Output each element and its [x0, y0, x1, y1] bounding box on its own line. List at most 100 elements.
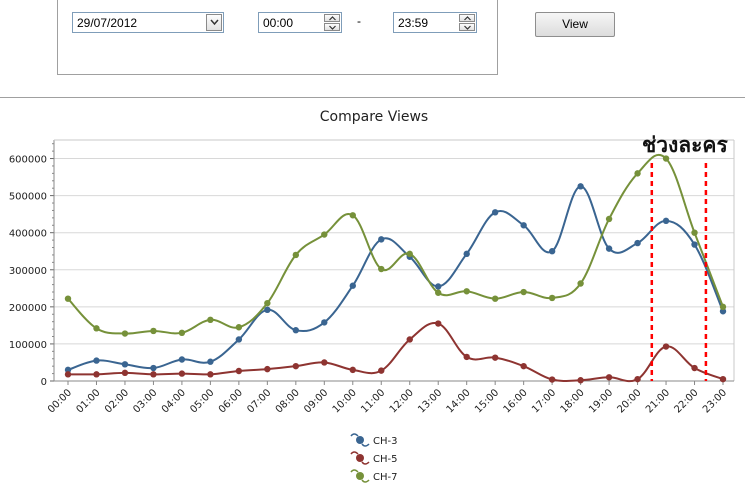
data-point: [264, 306, 271, 314]
compare-views-chart: Compare Views 0 100000 200000 300000 400000 5…: [9, 109, 735, 483]
legend-swatch: [356, 454, 364, 462]
data-point: [548, 248, 556, 255]
data-point: [577, 280, 584, 287]
start-time-value[interactable]: 00:00: [263, 16, 294, 30]
data-point: [520, 288, 527, 296]
x-tick-label: 22:00: [672, 387, 700, 415]
data-point: [235, 324, 243, 331]
y-tick-label: 500000: [9, 192, 47, 203]
data-point: [235, 336, 243, 343]
chart-gridlines: [54, 158, 734, 345]
legend-swatch-line: [361, 443, 370, 447]
chevron-down-icon: [210, 19, 219, 26]
chart-title: Compare Views: [320, 109, 428, 125]
legend-swatch-line: [350, 469, 359, 473]
data-point: [121, 330, 129, 337]
caret-down-icon: [464, 25, 471, 30]
legend-label: CH-5: [373, 454, 397, 465]
data-point: [691, 229, 698, 236]
data-point: [634, 170, 641, 177]
data-point: [491, 354, 499, 361]
start-time-up-button[interactable]: [324, 14, 340, 22]
data-point: [207, 358, 214, 365]
x-tick-label: 03:00: [131, 387, 159, 415]
start-time-field[interactable]: 00:00: [258, 12, 342, 33]
end-time-field[interactable]: 23:59: [393, 12, 477, 33]
chart-legend: CH-3 CH-5 CH-7: [350, 433, 397, 483]
data-point: [264, 299, 271, 307]
data-point: [349, 282, 356, 289]
data-point: [691, 364, 698, 372]
data-point: [634, 375, 641, 383]
x-tick-label: 07:00: [245, 387, 273, 415]
x-tick-label: 00:00: [46, 387, 74, 415]
x-tick-label: 11:00: [359, 387, 387, 415]
caret-down-icon: [329, 25, 336, 30]
date-picker[interactable]: 29/07/2012: [72, 12, 224, 33]
data-point: [64, 366, 72, 374]
date-dropdown-button[interactable]: [206, 14, 222, 31]
data-point: [349, 366, 356, 374]
data-point: [150, 364, 157, 372]
x-tick-label: 21:00: [644, 387, 672, 415]
annotation-label: ช่วงละคร: [642, 133, 728, 157]
data-point: [548, 294, 556, 302]
x-tick-label: 09:00: [302, 387, 330, 415]
legend-swatch: [356, 436, 364, 444]
y-tick-label: 100000: [9, 340, 47, 351]
data-point: [435, 320, 442, 327]
data-point: [321, 359, 328, 366]
end-time-spinner[interactable]: [459, 14, 475, 31]
x-tick-label: 12:00: [388, 387, 416, 415]
x-tick-label: 18:00: [559, 387, 587, 415]
data-point: [719, 308, 727, 315]
data-point: [463, 288, 470, 295]
data-point: [235, 367, 243, 375]
view-button[interactable]: View: [535, 12, 615, 37]
chart-annotation: ช่วงละคร: [642, 133, 728, 381]
data-point: [207, 316, 214, 324]
x-tick-label: 06:00: [217, 387, 245, 415]
start-time-spinner[interactable]: [324, 14, 340, 31]
data-point: [207, 371, 214, 378]
series-ch-5: [64, 320, 727, 384]
data-point: [634, 239, 641, 247]
data-point: [605, 374, 613, 381]
start-time-down-button[interactable]: [324, 23, 340, 31]
x-tick-label: 17:00: [530, 387, 558, 415]
end-time-value[interactable]: 23:59: [398, 16, 429, 30]
data-point: [292, 362, 300, 370]
data-point: [121, 361, 129, 368]
legend-swatch-line: [350, 433, 359, 437]
data-point: [520, 362, 527, 370]
data-point: [691, 241, 698, 248]
data-point: [93, 371, 100, 378]
end-time-up-button[interactable]: [459, 14, 475, 22]
date-value[interactable]: 29/07/2012: [77, 16, 138, 30]
legend-swatch-line: [361, 461, 370, 465]
x-tick-label: 20:00: [616, 387, 644, 415]
x-tick-label: 19:00: [587, 387, 615, 415]
data-point: [321, 319, 328, 326]
data-point: [463, 353, 470, 361]
x-tick-label: 23:00: [701, 387, 729, 415]
data-point: [150, 371, 157, 378]
data-point: [491, 209, 499, 216]
data-point: [662, 343, 670, 350]
chart-series: [64, 153, 727, 384]
data-point: [435, 289, 442, 296]
end-time-down-button[interactable]: [459, 23, 475, 31]
data-point: [93, 325, 100, 332]
y-tick-label: 600000: [9, 155, 47, 166]
legend-item: CH-3: [350, 433, 397, 447]
x-tick-label: 02:00: [103, 387, 131, 415]
data-point: [662, 217, 670, 225]
data-point: [406, 250, 413, 258]
data-point: [719, 303, 727, 311]
x-tick-label: 16:00: [502, 387, 530, 415]
x-tick-label: 01:00: [74, 387, 102, 415]
data-point: [121, 369, 129, 377]
data-point: [719, 375, 727, 383]
series-ch-3: [64, 183, 727, 374]
x-tick-label: 08:00: [274, 387, 302, 415]
